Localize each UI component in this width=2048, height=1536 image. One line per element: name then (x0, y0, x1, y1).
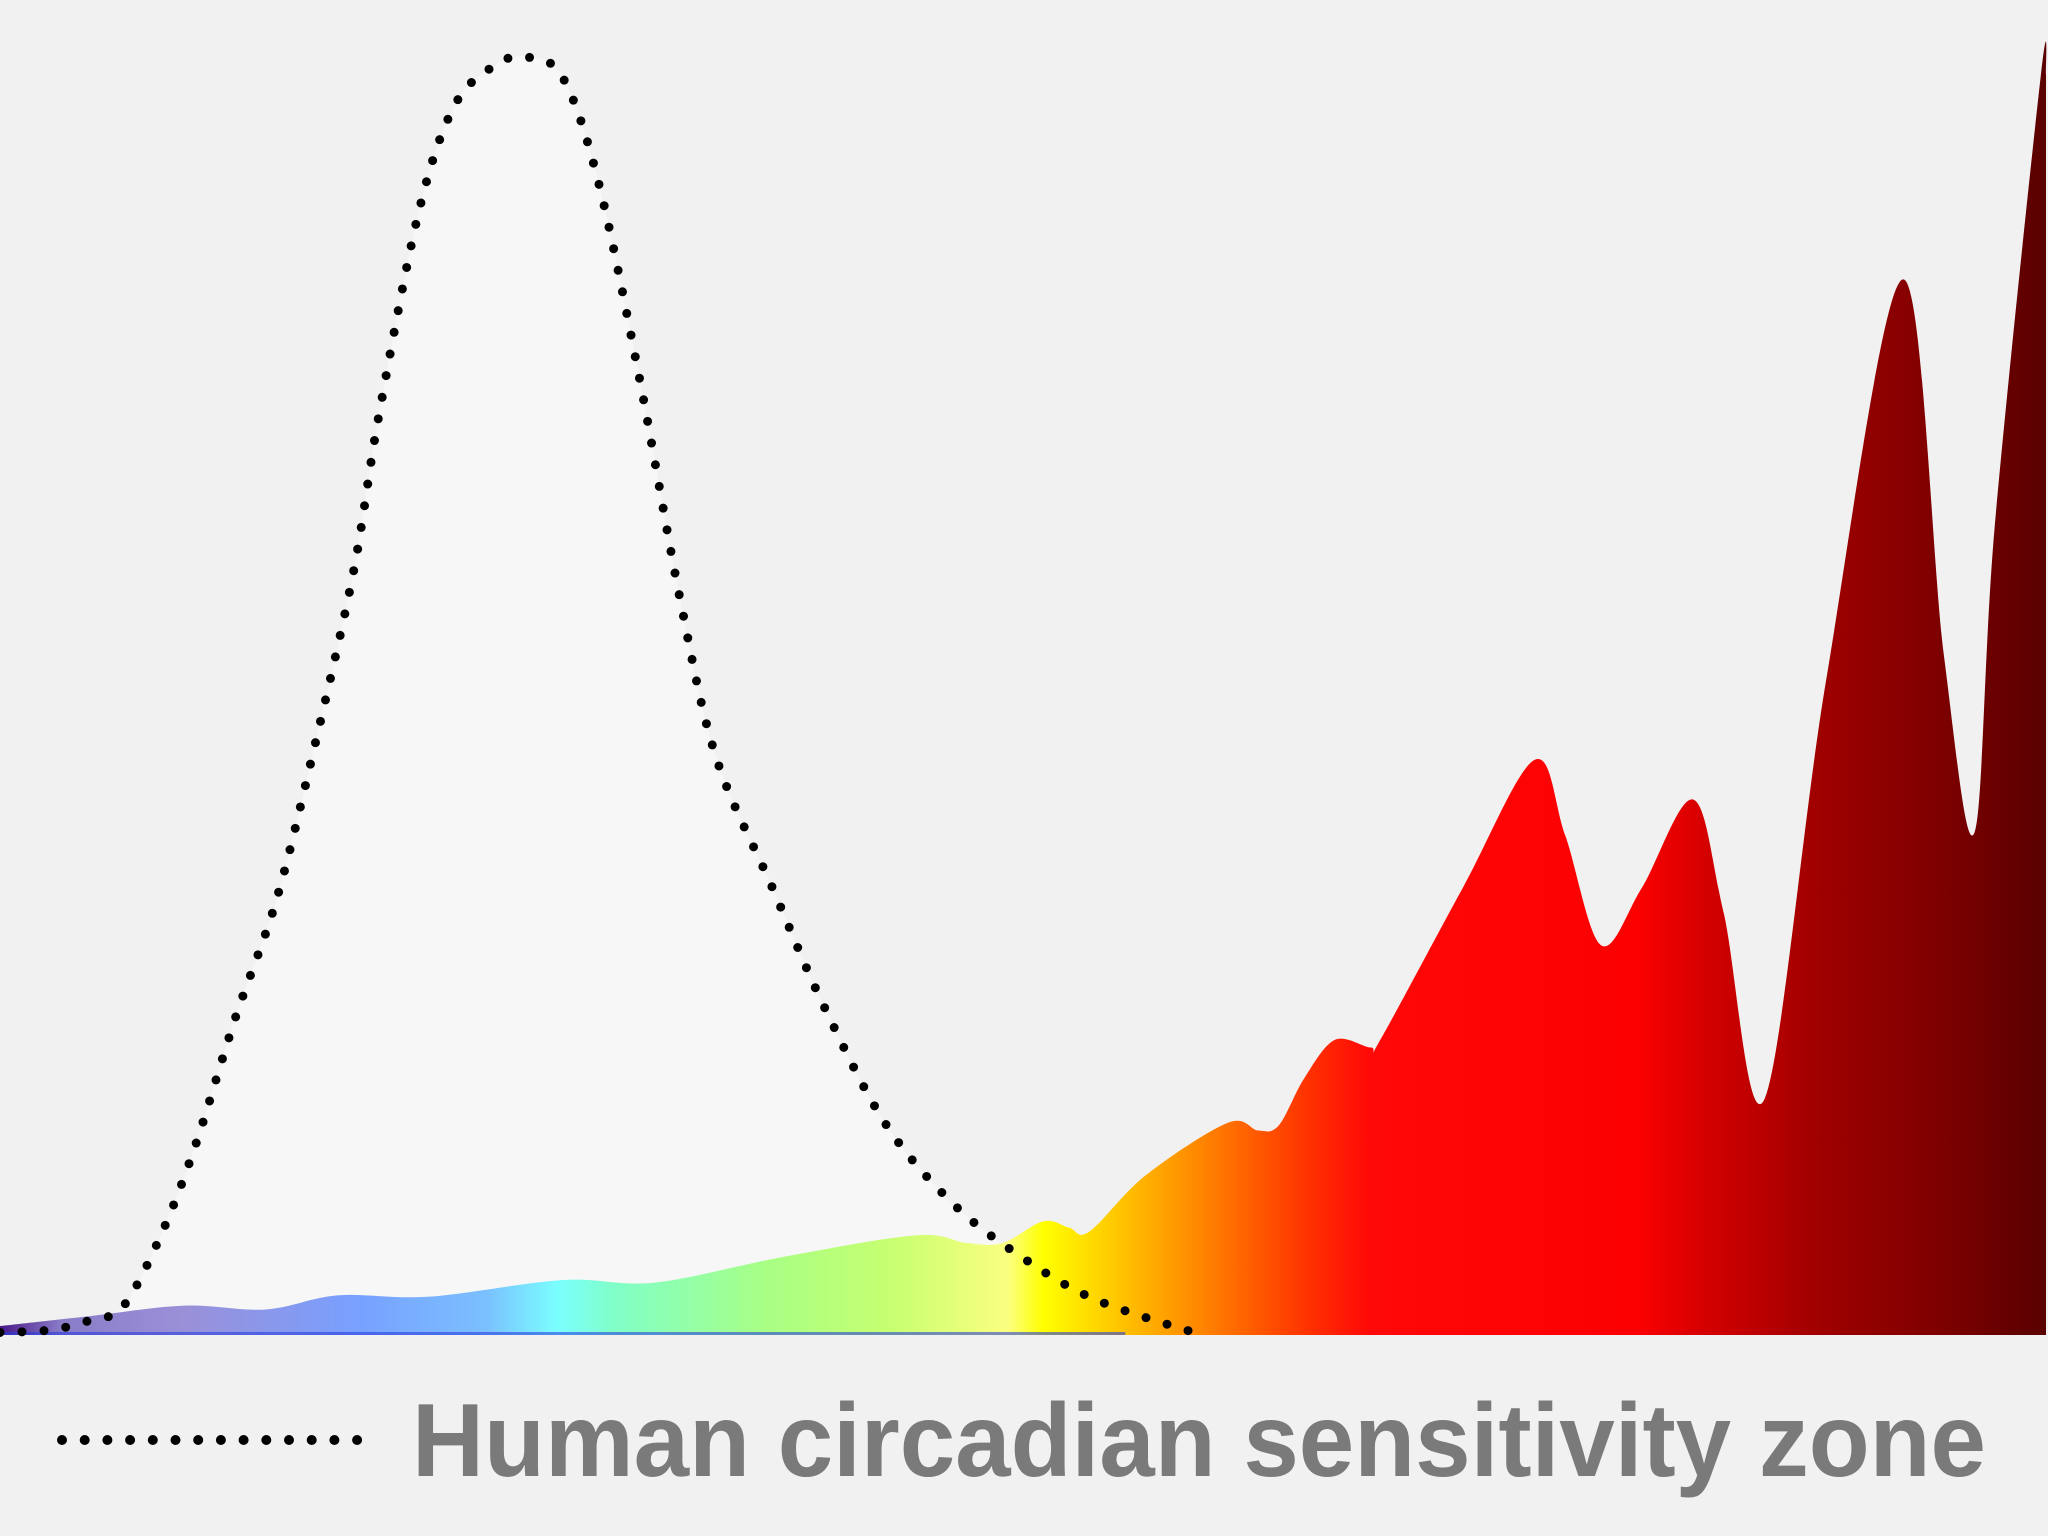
plot-area (0, 41, 2047, 1340)
circadian-sensitivity-curve (0, 51, 1207, 1340)
circadian-zone-fill (0, 56, 1203, 1335)
legend: Human circadian sensitivity zone (57, 1383, 1986, 1499)
spectrum-area (0, 41, 2047, 1335)
legend-label: Human circadian sensitivity zone (412, 1383, 1986, 1499)
spectrum-baseline (0, 1332, 1126, 1335)
